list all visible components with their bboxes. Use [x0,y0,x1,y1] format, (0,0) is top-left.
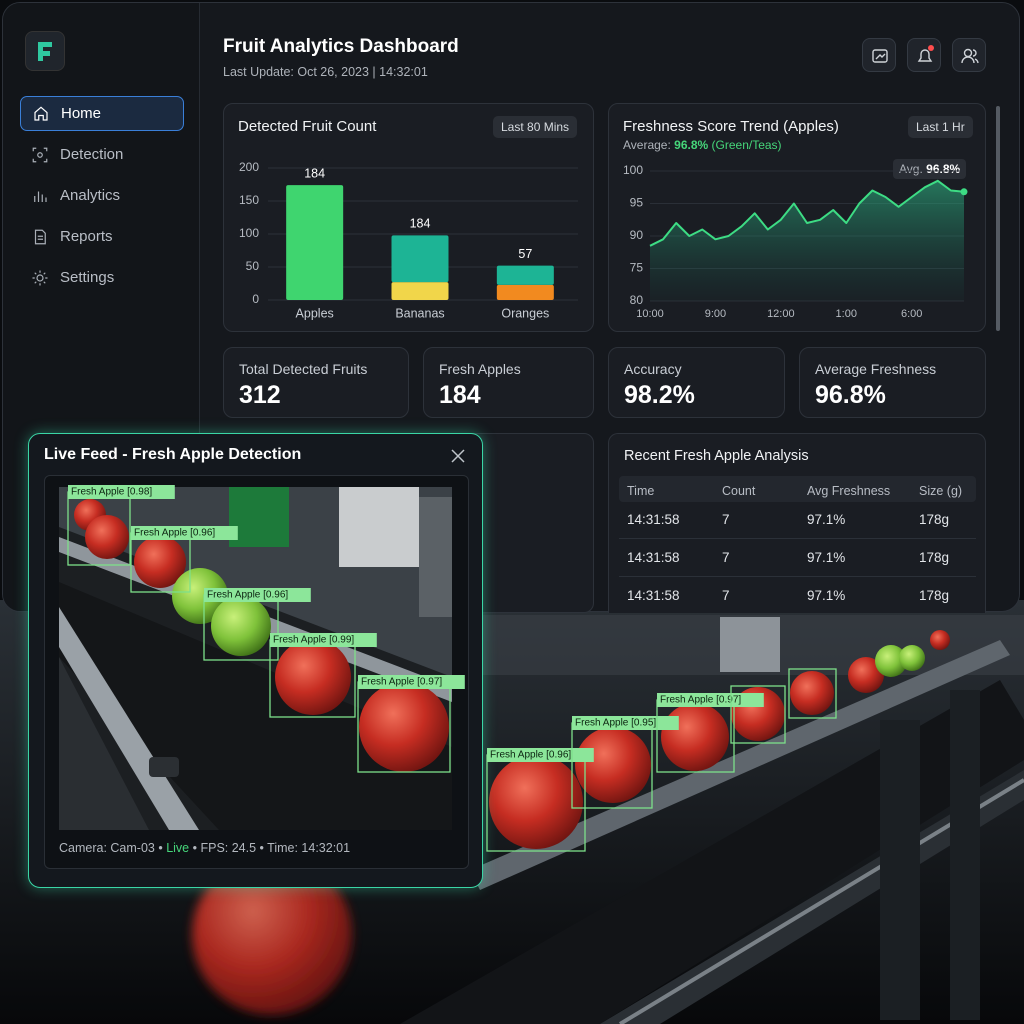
kpi-value: 96.8% [815,381,886,409]
feed-footer: Camera: Cam-03 • Live • FPS: 24.5 • Time… [59,841,350,855]
callout-value: 96.8% [926,162,961,176]
users-button[interactable] [952,38,986,72]
nav-item[interactable]: Reports [20,219,184,254]
kpi-label: Fresh Apples [439,361,521,377]
table-cell: 97.1% [807,588,846,603]
nav-label: Detection [60,146,124,163]
nav-label: Home [61,105,102,122]
icon-path [34,229,46,244]
kpi-card: Total Detected Fruits 312 [223,347,409,418]
average-callout: Avg. 96.8% [893,159,967,179]
card-title: Recent Fresh Apple Analysis [624,448,809,464]
icon [961,48,979,64]
callout-label: Avg. [899,162,923,176]
notifications-button[interactable] [907,38,941,72]
nav-icon [34,229,46,244]
table-cell: 14:31:58 [627,550,680,565]
table-cell: 7 [722,550,730,565]
close-button[interactable] [451,449,465,463]
table-cell: 97.1% [807,512,846,527]
scrollbar[interactable] [996,106,1000,331]
column-header: Count [722,484,756,498]
nav-icon [34,105,48,121]
table-header: Time Count Avg Freshness Size (g) [619,476,976,502]
icon [872,49,888,63]
export-button[interactable] [862,38,896,72]
kpi-label: Average Freshness [815,361,937,377]
card-title: Freshness Score Trend (Apples) [623,118,839,135]
nav-label: Settings [60,269,115,286]
table-cell: 97.1% [807,550,846,565]
kpi-value: 98.2% [624,381,695,409]
table-cell: 7 [722,512,730,527]
average-note: (Green/Teas) [711,138,782,152]
time-range[interactable]: Last 80 Mins [493,116,578,138]
nav-item[interactable]: Home [20,96,184,131]
column-header: Avg Freshness [807,484,891,498]
icon-path [32,147,48,162]
nav-item[interactable]: Detection [20,137,184,172]
icon-path [34,105,48,121]
table-cell: 14:31:58 [627,588,680,603]
icon [917,45,934,62]
table-cell: 7 [722,588,730,603]
nav-label: Reports [60,228,113,245]
fruit-count-card: Detected Fruit Count Last 80 Mins [223,103,594,332]
kpi-value: 312 [239,381,281,409]
last-update: Last Update: Oct 26, 2023 | 14:32:01 [223,65,428,79]
table-cell: 14:31:58 [627,512,680,527]
nav-icon [34,191,47,202]
icon-path [34,191,47,202]
analysis-card: Recent Fresh Apple Analysis Time Count Avg… [608,433,986,613]
nav-label: Analytics [60,187,121,204]
freshness-card: Freshness Score Trend (Apples) Last 1 Hr… [608,103,986,332]
table-cell: 178g [919,512,950,527]
kpi-label: Accuracy [624,361,682,377]
average-value: 96.8% [674,138,709,152]
time-range[interactable]: Last 1 Hr [908,116,973,138]
table-cell: 178g [919,550,950,565]
nav-item[interactable]: Analytics [20,178,184,213]
feed-image [59,487,452,830]
kpi-card: Fresh Apples 184 [423,347,594,418]
logo-mark [38,42,52,61]
kpi-card: Accuracy 98.2% [608,347,785,418]
status: Live [166,841,190,855]
kpi-value: 184 [439,381,481,409]
panel-title: Live Feed - Fresh Apple Detection [44,446,302,463]
row-divider [619,576,976,577]
camera: Camera: Cam-03 • [59,841,163,855]
row-divider [619,538,976,539]
column-header: Time [627,484,655,498]
column-header: Size (g) [919,484,963,498]
kpi-card: Average Freshness 96.8% [799,347,986,418]
kpi-label: Total Detected Fruits [239,361,368,377]
nav-icon [32,270,48,285]
logo[interactable] [25,31,65,71]
average-label: Average: [623,138,671,152]
card-title: Detected Fruit Count [238,118,377,135]
stats: • FPS: 24.5 • Time: 14:32:01 [192,841,351,855]
average-line: Average: 96.8% (Green/Teas) [623,138,782,152]
table-cell: 178g [919,588,950,603]
icon-path [32,270,48,285]
nav-icon [32,147,48,162]
nav-item[interactable]: Settings [20,260,184,295]
page-title: Fruit Analytics Dashboard [223,36,459,57]
